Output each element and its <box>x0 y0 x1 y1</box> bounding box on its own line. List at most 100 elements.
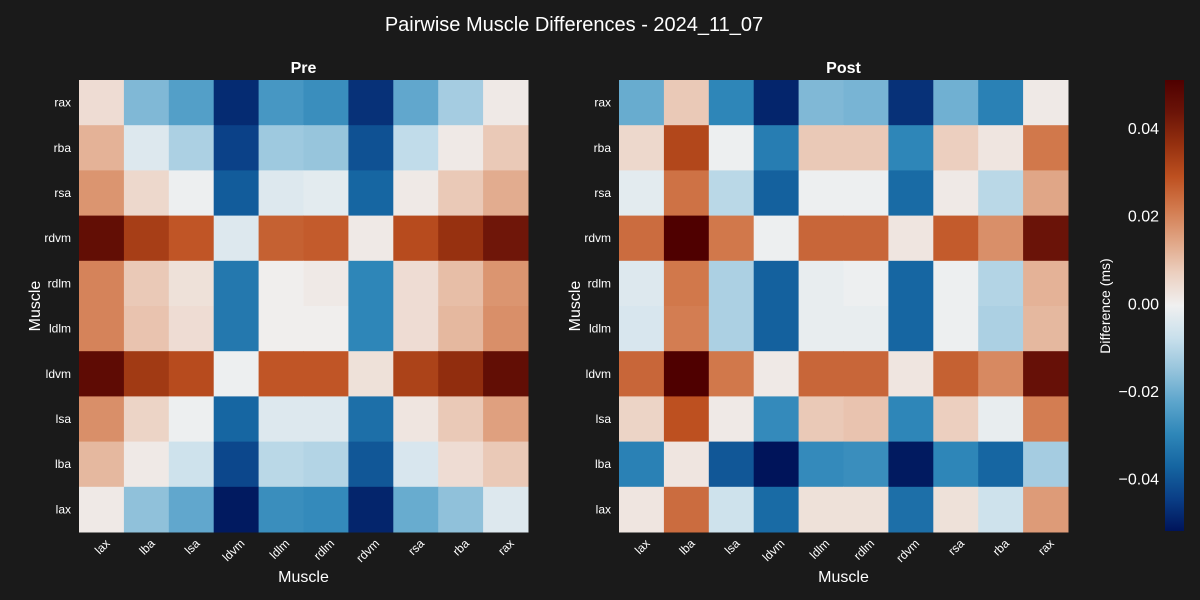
post-cell-rsa-ldlm <box>799 170 844 216</box>
post-cell-ldlm-ldvm <box>754 306 799 352</box>
post-cell-rdlm-rba <box>978 261 1023 307</box>
pre-cell-rba-rdvm <box>348 125 393 171</box>
pre-cell-rdvm-rba <box>438 216 483 262</box>
pre-cell-lsa-ldlm <box>259 396 304 442</box>
pre-cell-rdlm-rdvm <box>348 261 393 307</box>
post-cell-lax-lsa <box>709 487 754 533</box>
post-x-tick-label: rdvm <box>893 536 922 565</box>
pre-cell-ldlm-ldvm <box>214 306 259 352</box>
post-cell-rdlm-rdvm <box>888 261 933 307</box>
pre-cell-lax-ldlm <box>259 487 304 533</box>
pre-cell-lsa-lax <box>79 396 124 442</box>
pre-cell-rsa-rsa <box>393 170 438 216</box>
colorbar-tick-label: 0.00 <box>1128 296 1159 313</box>
post-cell-rdvm-rax <box>1023 216 1068 262</box>
pre-x-tick-label: rax <box>495 536 517 558</box>
post-cell-rax-lba <box>664 80 709 126</box>
post-cell-rba-ldvm <box>754 125 799 171</box>
pre-cell-ldlm-lba <box>124 306 169 352</box>
post-cell-lax-rdlm <box>844 487 889 533</box>
pre-cell-ldvm-rba <box>438 351 483 397</box>
post-cell-rdvm-ldvm <box>754 216 799 262</box>
post-cell-lba-rdlm <box>844 442 889 488</box>
post-cell-rba-lsa <box>709 125 754 171</box>
pre-x-tick-label: rdlm <box>311 536 337 562</box>
pre-cell-rax-ldlm <box>259 80 304 126</box>
post-cell-rdlm-lax <box>619 261 664 307</box>
pre-y-tick-label: lax <box>56 502 71 516</box>
post-y-tick-label: lsa <box>596 412 612 426</box>
pre-cell-rdlm-rsa <box>393 261 438 307</box>
post-cell-lax-ldlm <box>799 487 844 533</box>
post-x-tick-label: ldlm <box>807 536 832 561</box>
post-x-tick-label: rba <box>990 536 1012 558</box>
post-x-tick-label: ldvm <box>760 536 788 564</box>
post-cell-rba-lba <box>664 125 709 171</box>
pre-cell-ldlm-lsa <box>169 306 214 352</box>
post-x-tick-label: rdlm <box>851 536 877 562</box>
pre-cell-rsa-lsa <box>169 170 214 216</box>
post-cell-lsa-rax <box>1023 396 1068 442</box>
post-cell-lsa-ldlm <box>799 396 844 442</box>
pre-cell-rdlm-ldvm <box>214 261 259 307</box>
pre-cell-rdlm-lsa <box>169 261 214 307</box>
pre-x-tick-label: ldvm <box>220 536 248 564</box>
pre-x-tick-label: rdvm <box>353 536 382 565</box>
post-cell-rsa-ldvm <box>754 170 799 216</box>
pre-cell-rsa-rdlm <box>304 170 349 216</box>
post-x-tick-label: lsa <box>722 536 743 557</box>
pre-cell-rdlm-ldlm <box>259 261 304 307</box>
post-y-tick-label: rdvm <box>584 231 611 245</box>
post-cell-rdlm-ldvm <box>754 261 799 307</box>
post-y-tick-label: ldvm <box>586 367 611 381</box>
pre-cell-rdvm-ldvm <box>214 216 259 262</box>
post-cell-ldlm-lsa <box>709 306 754 352</box>
pre-cell-ldlm-rdvm <box>348 306 393 352</box>
post-cell-rdlm-ldlm <box>799 261 844 307</box>
pre-cell-ldlm-rba <box>438 306 483 352</box>
pre-cell-lba-rba <box>438 442 483 488</box>
post-cell-rdlm-rax <box>1023 261 1068 307</box>
post-cell-ldlm-rax <box>1023 306 1068 352</box>
pre-cell-rax-lax <box>79 80 124 126</box>
pre-cell-ldlm-lax <box>79 306 124 352</box>
pre-cell-rba-lsa <box>169 125 214 171</box>
pre-cell-rdvm-rdlm <box>304 216 349 262</box>
pre-cell-ldlm-ldlm <box>259 306 304 352</box>
post-cell-rsa-lba <box>664 170 709 216</box>
pre-cell-lsa-rdvm <box>348 396 393 442</box>
pre-cell-lax-lsa <box>169 487 214 533</box>
pre-cell-lsa-ldvm <box>214 396 259 442</box>
pre-y-tick-label: rdvm <box>44 231 71 245</box>
pre-cell-rax-rax <box>483 80 528 126</box>
post-cell-lba-lax <box>619 442 664 488</box>
pre-cell-rsa-rba <box>438 170 483 216</box>
pre-cell-rdlm-lax <box>79 261 124 307</box>
post-cell-lsa-lba <box>664 396 709 442</box>
pre-cell-rba-lax <box>79 125 124 171</box>
post-cell-rdvm-rdlm <box>844 216 889 262</box>
post-x-tick-label: lax <box>632 536 653 557</box>
pre-cell-lax-rsa <box>393 487 438 533</box>
post-cell-lba-rba <box>978 442 1023 488</box>
pre-cell-rdlm-rdlm <box>304 261 349 307</box>
post-cell-ldlm-rba <box>978 306 1023 352</box>
pre-cell-rba-rax <box>483 125 528 171</box>
pre-cell-ldvm-ldlm <box>259 351 304 397</box>
post-cell-lsa-rsa <box>933 396 978 442</box>
post-y-tick-label: rba <box>594 141 612 155</box>
pre-y-tick-label: ldlm <box>49 322 71 336</box>
pre-cell-lsa-lsa <box>169 396 214 442</box>
post-cell-ldlm-ldlm <box>799 306 844 352</box>
post-cell-rax-lax <box>619 80 664 126</box>
post-cell-lba-ldlm <box>799 442 844 488</box>
pre-cell-lax-rdvm <box>348 487 393 533</box>
pre-cell-lba-lax <box>79 442 124 488</box>
pre-y-tick-label: lsa <box>56 412 72 426</box>
pre-x-tick-label: rba <box>450 536 472 558</box>
post-cell-rax-rax <box>1023 80 1068 126</box>
pre-cell-rsa-rax <box>483 170 528 216</box>
post-cell-rsa-rsa <box>933 170 978 216</box>
